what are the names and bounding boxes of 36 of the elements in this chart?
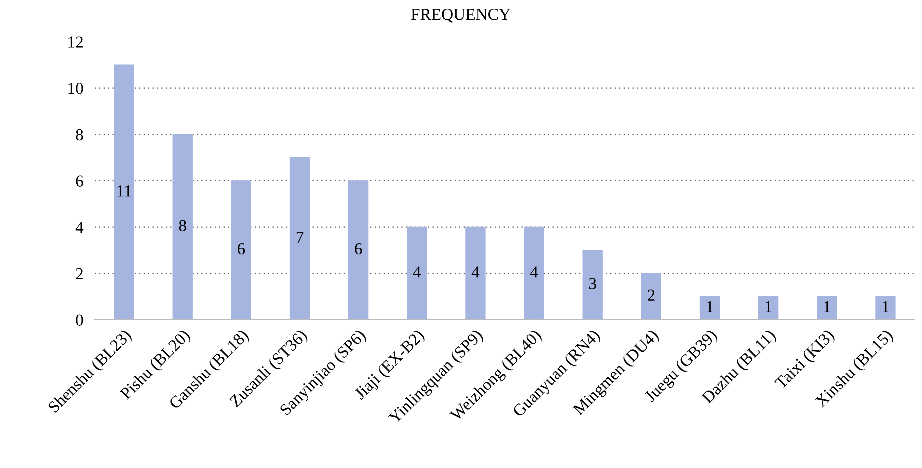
y-tick-label: 6 (76, 176, 84, 187)
data-label: 6 (238, 243, 246, 255)
data-label: 11 (118, 186, 132, 197)
bar (114, 64, 134, 320)
y-tick-label: 2 (76, 268, 83, 280)
bar (348, 180, 369, 320)
data-label: 1 (707, 301, 714, 312)
bar (172, 134, 193, 320)
bar (231, 180, 252, 320)
bar (290, 157, 310, 320)
bar (758, 296, 779, 320)
data-label: 6 (355, 243, 362, 255)
chart-title: FREQUENCY (411, 8, 511, 23)
y-tick-label: 10 (68, 83, 84, 94)
bar (641, 273, 662, 320)
bar (524, 226, 544, 320)
data-label: 4 (530, 266, 538, 278)
bar (700, 296, 720, 320)
bar (466, 226, 486, 320)
bar (582, 250, 603, 320)
data-label: 7 (296, 232, 304, 243)
y-tick-label: 0 (76, 314, 84, 326)
y-tick-label: 12 (68, 36, 83, 48)
data-label: 4 (413, 266, 422, 278)
y-tick-label: 4 (76, 222, 84, 234)
data-label: 1 (766, 301, 772, 312)
y-tick-label: 8 (76, 129, 84, 141)
data-label: 1 (824, 301, 830, 312)
bar (407, 226, 428, 320)
bar (817, 296, 838, 320)
data-label: 2 (648, 290, 655, 301)
data-label: 8 (179, 220, 186, 232)
data-label: 1 (883, 301, 889, 312)
bar (876, 296, 896, 320)
data-label: 3 (589, 278, 596, 290)
data-label: 4 (472, 266, 480, 278)
